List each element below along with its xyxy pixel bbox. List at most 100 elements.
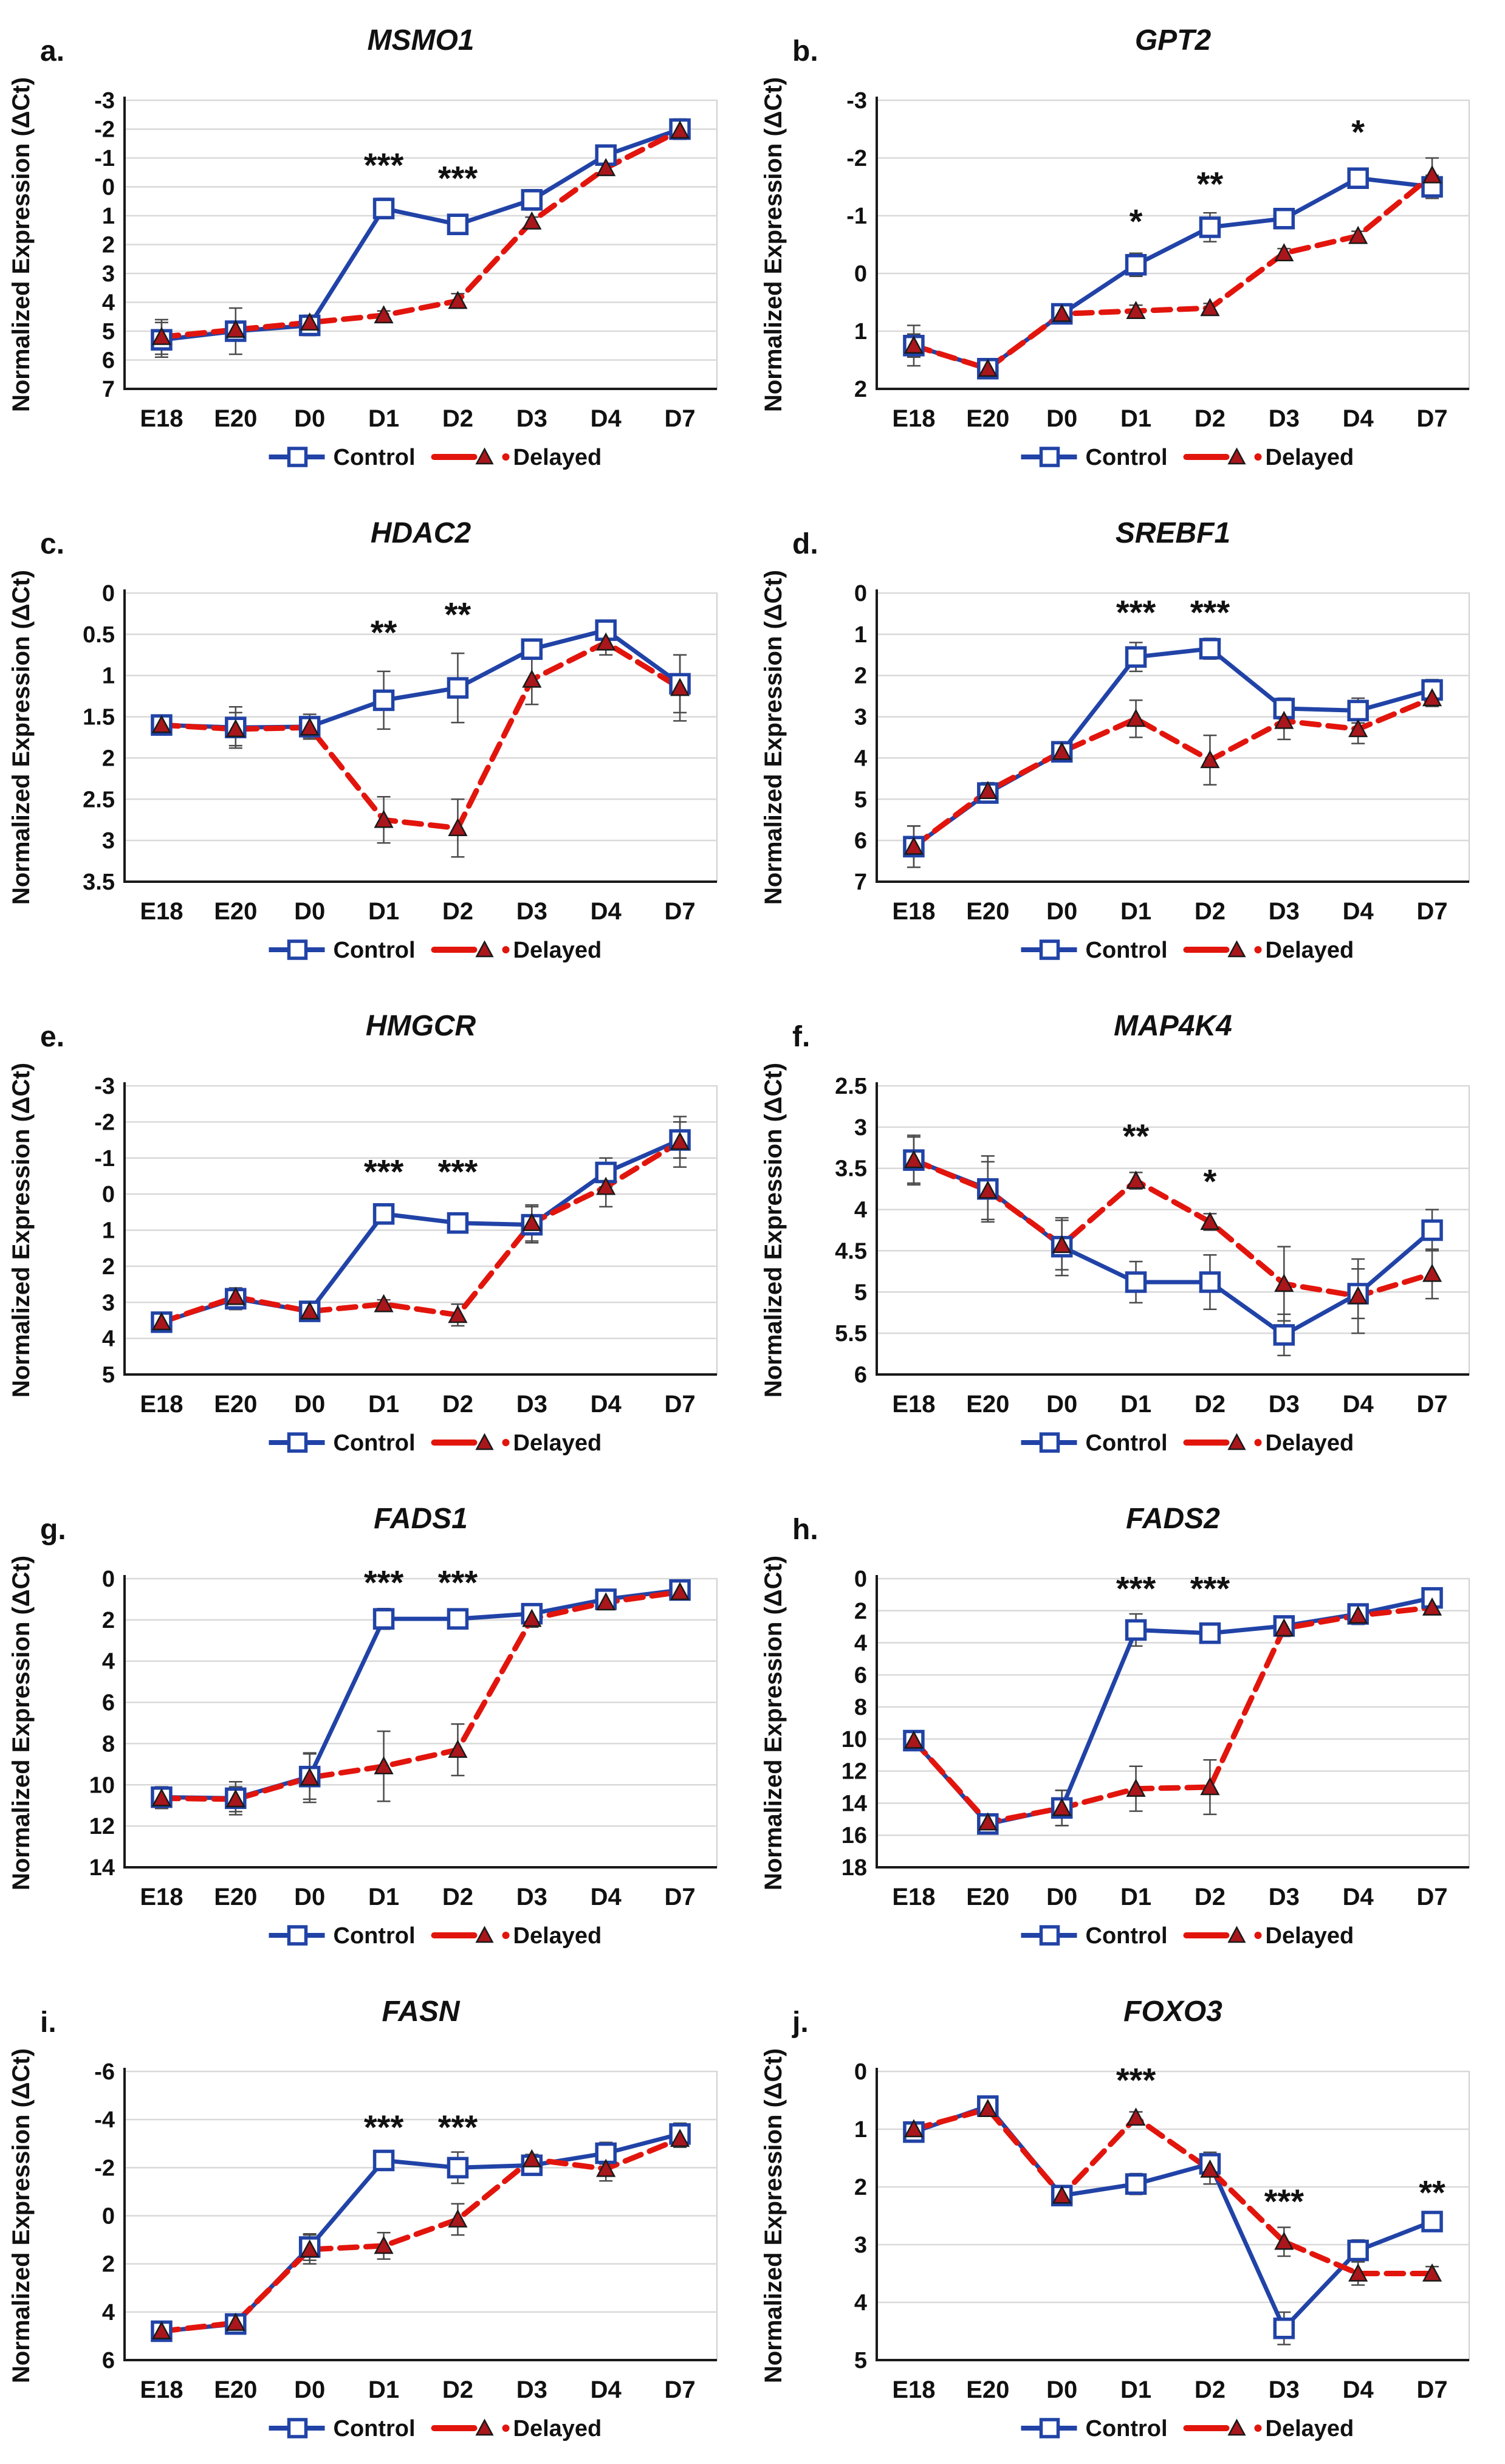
significance-star: ** (445, 595, 471, 633)
control-marker (1421, 2211, 1443, 2232)
delayed-marker (1126, 1779, 1146, 1797)
chart-title: FADS2 (1126, 1503, 1220, 1535)
chart-panel-j: 0 1 2 3 4 5 *** *** ** E18 E20 D0 D1 D2 D3 D4 D7 j. FOXO3 N… (752, 1971, 1505, 2464)
y-tick-label: -2 (94, 1110, 115, 1135)
delayed-marker (978, 1180, 998, 1199)
chart-svg-HDAC2: 0 0.5 1 1.5 2 2.5 3 3.5 ** ** E18 E20 D0 D1 D2 D3 D4 D7 c.… (0, 493, 752, 986)
delayed-marker (903, 2119, 924, 2138)
y-tick-label: 2 (854, 2175, 867, 2200)
legend-control-label: Control (334, 2416, 416, 2442)
delayed-marker (596, 1176, 616, 1195)
delayed-marker (374, 305, 394, 324)
delayed-marker (225, 719, 245, 738)
legend-delayed-label: Delayed (1266, 2416, 1354, 2442)
delayed-marker (903, 1730, 924, 1749)
x-tick-label: D7 (1416, 2376, 1447, 2403)
delayed-marker (300, 1767, 320, 1786)
chart-panel-c: 0 0.5 1 1.5 2 2.5 3 3.5 ** ** E18 E20 D0 D1 D2 D3 D4 D7 c.… (0, 493, 752, 986)
y-tick-label: 1 (102, 1218, 115, 1244)
significance-star: ** (1419, 2174, 1445, 2212)
significance-star: *** (1190, 593, 1230, 631)
delayed-marker (1200, 2159, 1220, 2178)
y-tick-label: 4 (854, 2290, 867, 2316)
x-tick-label: D1 (1120, 2376, 1151, 2403)
significance-star: *** (364, 2108, 404, 2146)
control-marker (447, 213, 469, 235)
x-tick-label: D1 (1120, 405, 1151, 432)
y-axis-label: Normalized Expression (ΔCt) (760, 570, 787, 905)
y-tick-label: 18 (842, 1855, 867, 1881)
y-tick-label: 4 (854, 1631, 867, 1656)
x-tick-label: D2 (1195, 405, 1226, 432)
y-tick-label: 6 (854, 828, 867, 854)
delayed-marker (1126, 709, 1146, 727)
delayed-marker (1052, 1797, 1072, 1816)
legend-delayed-label: Delayed (513, 1923, 602, 1949)
delayed-marker (903, 335, 924, 354)
panel-letter: g. (40, 1514, 66, 1546)
y-tick-label: 4.5 (835, 1238, 867, 1264)
delayed-line (159, 639, 683, 831)
legend-delayed-dot (1254, 1932, 1262, 1939)
legend-control-marker (287, 1925, 308, 1946)
x-tick-label: E18 (892, 898, 935, 925)
control-marker (1273, 1324, 1295, 1346)
legend-control-marker (1039, 1925, 1060, 1946)
legend-delayed-marker (475, 447, 494, 465)
chart-title: MSMO1 (367, 24, 474, 57)
legend-delayed-label: Delayed (1266, 1430, 1354, 1456)
x-tick-label: D1 (368, 898, 399, 925)
legend-delayed-marker (1227, 447, 1246, 465)
significance-star: *** (438, 2108, 478, 2146)
x-tick-label: D4 (1343, 1391, 1374, 1418)
panel-letter: f. (792, 1021, 810, 1053)
chart-title: GPT2 (1135, 24, 1212, 57)
x-tick-label: E20 (966, 2376, 1009, 2403)
x-tick-label: D7 (664, 2376, 695, 2403)
control-marker (521, 189, 543, 211)
y-tick-label: 3 (102, 1290, 115, 1316)
legend-control-marker (287, 1432, 308, 1453)
legend-delayed-dot (502, 1932, 510, 1939)
control-marker (1273, 208, 1295, 230)
y-tick-label: 7 (102, 377, 115, 402)
delayed-marker (1422, 165, 1442, 184)
y-tick-label: 1 (854, 622, 867, 648)
y-axis-label: Normalized Expression (ΔCt) (8, 1556, 35, 1890)
significance-star: * (1351, 112, 1365, 151)
control-marker (521, 638, 543, 661)
legend-delayed-label: Delayed (513, 1430, 602, 1456)
delayed-marker (522, 1212, 542, 1231)
control-marker (1347, 699, 1369, 722)
panel-letter: b. (792, 35, 818, 67)
chart-title: HMGCR (366, 1010, 476, 1042)
x-tick-label: D7 (1416, 1391, 1447, 1418)
x-tick-label: D0 (1046, 1884, 1077, 1910)
x-tick-label: D3 (1269, 1391, 1300, 1418)
y-axis-label: Normalized Expression (ΔCt) (8, 570, 35, 905)
x-tick-label: D4 (591, 2376, 622, 2403)
significance-star: ** (1123, 1117, 1150, 1155)
x-tick-label: D0 (1046, 898, 1077, 925)
x-tick-label: D3 (1269, 2376, 1300, 2403)
delayed-marker (374, 1756, 394, 1774)
significance-star: ** (371, 613, 397, 651)
delayed-marker (300, 717, 320, 736)
legend-control-marker (287, 447, 308, 467)
x-tick-label: D3 (1269, 898, 1300, 925)
legend-control-marker (1039, 939, 1060, 960)
x-tick-label: D0 (294, 1884, 325, 1910)
x-tick-label: D7 (664, 1884, 695, 1910)
y-tick-label: 2 (102, 1608, 115, 1633)
control-marker (1199, 216, 1221, 238)
control-marker (447, 1608, 469, 1630)
y-tick-label: -2 (846, 146, 867, 171)
panel-letter: e. (40, 1021, 64, 1053)
y-tick-label: 1 (102, 664, 115, 689)
legend-control-marker (287, 2418, 308, 2438)
legend-delayed-label: Delayed (513, 938, 602, 963)
x-tick-label: D3 (516, 405, 547, 432)
x-tick-label: D1 (1120, 898, 1151, 925)
delayed-marker (374, 1294, 394, 1313)
